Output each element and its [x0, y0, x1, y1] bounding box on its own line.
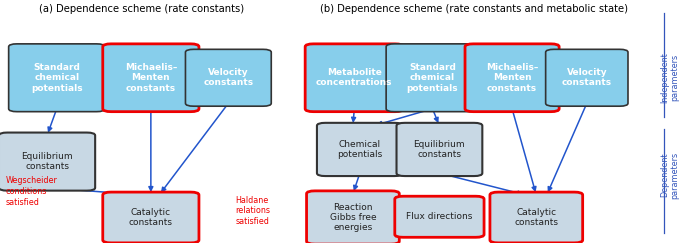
FancyBboxPatch shape	[0, 133, 95, 191]
Text: (b) Dependence scheme (rate constants and metabolic state): (b) Dependence scheme (rate constants an…	[320, 4, 628, 14]
Text: Haldane
relations
satisfied: Haldane relations satisfied	[235, 196, 271, 226]
Text: (a) Dependence scheme (rate constants): (a) Dependence scheme (rate constants)	[39, 4, 244, 14]
Text: Catalytic
constants: Catalytic constants	[514, 208, 558, 227]
Text: Independent
parameters: Independent parameters	[660, 52, 680, 103]
Text: Standard
chemical
potentials: Standard chemical potentials	[407, 63, 458, 93]
Text: Wegscheider
conditions
satisfied: Wegscheider conditions satisfied	[6, 176, 57, 207]
FancyBboxPatch shape	[397, 123, 482, 176]
FancyBboxPatch shape	[102, 44, 199, 112]
Text: Equilibrium
constants: Equilibrium constants	[21, 152, 73, 171]
Text: Reaction
Gibbs free
energies: Reaction Gibbs free energies	[329, 203, 376, 232]
Text: Chemical
potentials: Chemical potentials	[337, 140, 383, 159]
FancyBboxPatch shape	[102, 192, 199, 243]
Text: Flux directions: Flux directions	[406, 212, 473, 221]
FancyBboxPatch shape	[465, 44, 559, 112]
FancyBboxPatch shape	[307, 191, 399, 243]
Text: Dependent
parameters: Dependent parameters	[660, 151, 680, 199]
FancyBboxPatch shape	[386, 44, 479, 112]
Text: Velocity
constants: Velocity constants	[203, 68, 253, 87]
FancyBboxPatch shape	[545, 49, 628, 106]
FancyBboxPatch shape	[8, 44, 105, 112]
FancyBboxPatch shape	[305, 44, 403, 112]
FancyBboxPatch shape	[394, 196, 484, 237]
Text: Metabolite
concentrations: Metabolite concentrations	[316, 68, 392, 87]
FancyBboxPatch shape	[317, 123, 403, 176]
Text: Catalytic
constants: Catalytic constants	[129, 208, 173, 227]
FancyBboxPatch shape	[185, 49, 271, 106]
Text: Standard
chemical
potentials: Standard chemical potentials	[31, 63, 82, 93]
Text: Velocity
constants: Velocity constants	[562, 68, 612, 87]
FancyBboxPatch shape	[490, 192, 583, 243]
Text: Michaelis–
Menten
constants: Michaelis– Menten constants	[486, 63, 538, 93]
Text: Michaelis–
Menten
constants: Michaelis– Menten constants	[125, 63, 177, 93]
Text: Equilibrium
constants: Equilibrium constants	[414, 140, 465, 159]
